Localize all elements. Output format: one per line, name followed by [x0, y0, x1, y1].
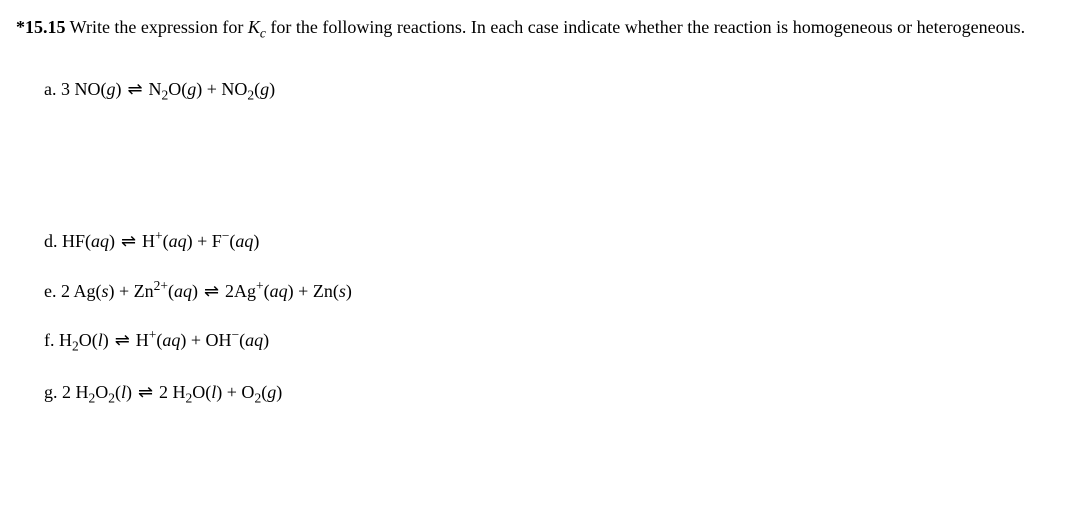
a-lhs-cl1: ): [116, 79, 122, 99]
e-rhs-ph1: aq: [270, 281, 288, 301]
a-rhs-sp1b: O(: [168, 79, 187, 99]
d-rhs-cl2: ): [253, 231, 259, 251]
e-lhs-ph2: aq: [174, 281, 192, 301]
f-rhs-cl1: ) + OH: [180, 330, 231, 350]
g-rhs-cl1: ) + O: [216, 382, 254, 402]
reaction-g: g. 2 H2O2(l) 2 H2O(l) + O2(g): [44, 377, 1076, 411]
intro-part2: for the following reactions. In each cas…: [266, 17, 1025, 37]
e-lhs-coef: 2: [61, 281, 70, 301]
f-rhs-ph1: aq: [162, 330, 180, 350]
label-g: g.: [44, 382, 62, 402]
equilibrium-icon: [137, 377, 155, 408]
a-rhs-ph1: g: [187, 79, 196, 99]
equilibrium-icon: [113, 325, 131, 356]
e-rhs-cl2: ): [346, 281, 352, 301]
g-rhs-sp1b: O(: [192, 382, 211, 402]
g-lhs-sp1: H: [76, 382, 89, 402]
a-rhs-cl2: ): [269, 79, 275, 99]
reaction-f: f. H2O(l) H+(aq) + OH−(aq): [44, 324, 1076, 359]
d-lhs: HF(: [62, 231, 91, 251]
g-rhs-cl2: ): [276, 382, 282, 402]
e-lhs-ph1: s: [102, 281, 109, 301]
f-lhs-sp1: H: [59, 330, 72, 350]
d-rhs-cl1: ) + F: [187, 231, 222, 251]
kc-base: K: [248, 17, 260, 37]
a-lhs-coef: 3: [61, 79, 70, 99]
e-lhs-sup1: 2+: [154, 278, 168, 293]
g-rhs-sp1: H: [173, 382, 186, 402]
d-rhs-sp1: H: [142, 231, 155, 251]
g-rhs-coef: 2: [159, 382, 168, 402]
a-rhs-sp1: N: [149, 79, 162, 99]
e-lhs-cl2: ): [192, 281, 198, 301]
g-lhs-cl1: ): [126, 382, 132, 402]
a-lhs-ph1: g: [107, 79, 116, 99]
f-lhs-sub1: 2: [72, 339, 79, 354]
f-rhs-ph2: aq: [245, 330, 263, 350]
d-lhs-ph: aq: [91, 231, 109, 251]
a-rhs-ph2: g: [260, 79, 269, 99]
f-rhs-sp1: H: [136, 330, 149, 350]
f-lhs-sp1b: O(: [79, 330, 98, 350]
e-rhs-cl1: ) + Zn(: [288, 281, 339, 301]
equilibrium-icon: [126, 74, 144, 105]
g-lhs-coef: 2: [62, 382, 71, 402]
reactions-list: a. 3 NO(g) N2O(g) + NO2(g) d. HF(aq) H+(…: [16, 74, 1076, 411]
reaction-e: e. 2 Ag(s) + Zn2+(aq) 2Ag+(aq) + Zn(s): [44, 275, 1076, 307]
d-rhs-ph1: aq: [169, 231, 187, 251]
a-rhs-cl1: ) + NO: [196, 79, 247, 99]
e-rhs-sp1: Ag: [234, 281, 256, 301]
reaction-d: d. HF(aq) H+(aq) + F−(aq): [44, 225, 1076, 257]
g-lhs-sub2: 2: [108, 390, 115, 405]
e-rhs-ph2: s: [339, 281, 346, 301]
e-rhs-coef: 2: [225, 281, 234, 301]
label-f: f.: [44, 330, 59, 350]
label-e: e.: [44, 281, 61, 301]
d-rhs-ph2: aq: [235, 231, 253, 251]
equilibrium-icon: [203, 276, 221, 307]
e-lhs-cl1: ) + Zn: [109, 281, 154, 301]
f-lhs-cl1: ): [103, 330, 109, 350]
f-rhs-cl2: ): [263, 330, 269, 350]
label-a: a.: [44, 79, 61, 99]
g-rhs-ph2: g: [267, 382, 276, 402]
d-rhs-sup1: +: [155, 228, 163, 243]
problem-number: *15.15: [16, 17, 66, 37]
a-lhs-sp1: NO(: [75, 79, 107, 99]
e-lhs-sp1: Ag(: [74, 281, 102, 301]
d-lhs-cl: ): [109, 231, 115, 251]
reaction-a: a. 3 NO(g) N2O(g) + NO2(g): [44, 74, 1076, 108]
equilibrium-icon: [120, 226, 138, 257]
problem-intro: *15.15 Write the expression for Kc for t…: [16, 12, 1076, 46]
label-d: d.: [44, 231, 62, 251]
e-rhs-sup1: +: [256, 278, 264, 293]
g-lhs-sp1b: O: [95, 382, 108, 402]
intro-part1: Write the expression for: [66, 17, 248, 37]
